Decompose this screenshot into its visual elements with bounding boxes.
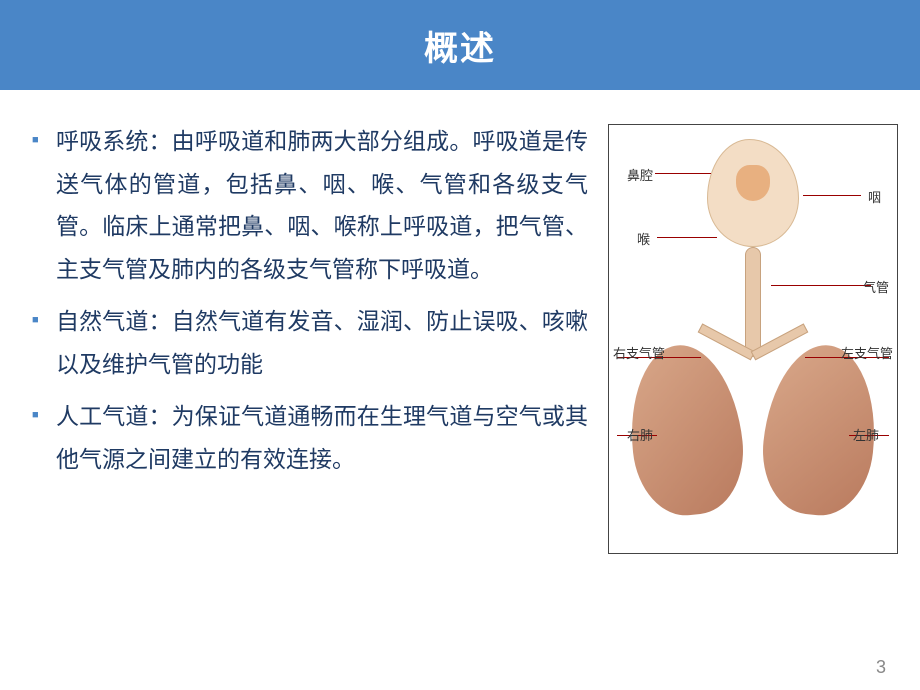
- image-column: 鼻腔 咽 喉 气管 右支气管 左支气管 右肺 左肺: [606, 120, 900, 554]
- trachea-shape: [745, 247, 761, 357]
- slide-title: 概述: [424, 21, 496, 70]
- bullet-item: 人工气道：为保证气道通畅而在生理气道与空气或其他气源之间建立的有效连接。: [28, 395, 588, 480]
- nasal-shape: [736, 165, 770, 201]
- respiratory-diagram: 鼻腔 咽 喉 气管 右支气管 左支气管 右肺 左肺: [608, 124, 898, 554]
- lead-line: [657, 237, 717, 238]
- lead-line: [771, 285, 871, 286]
- lead-line: [655, 173, 711, 174]
- label-pharynx: 咽: [868, 187, 881, 206]
- label-right-bronchus: 右支气管: [613, 343, 665, 362]
- label-right-lung: 右肺: [627, 425, 653, 444]
- bullet-list: 呼吸系统：由呼吸道和肺两大部分组成。呼吸道是传送气体的管道，包括鼻、咽、喉、气管…: [28, 120, 588, 480]
- label-larynx: 喉: [637, 229, 650, 248]
- label-trachea: 气管: [863, 277, 889, 296]
- label-left-bronchus: 左支气管: [841, 343, 893, 362]
- page-number: 3: [876, 657, 886, 678]
- label-nasal: 鼻腔: [627, 165, 653, 184]
- lead-line: [803, 195, 861, 196]
- text-column: 呼吸系统：由呼吸道和肺两大部分组成。呼吸道是传送气体的管道，包括鼻、咽、喉、气管…: [28, 120, 588, 554]
- label-left-lung: 左肺: [853, 425, 879, 444]
- bullet-item: 呼吸系统：由呼吸道和肺两大部分组成。呼吸道是传送气体的管道，包括鼻、咽、喉、气管…: [28, 120, 588, 290]
- bullet-item: 自然气道：自然气道有发音、湿润、防止误吸、咳嗽以及维护气管的功能: [28, 300, 588, 385]
- slide-header: 概述: [0, 0, 920, 90]
- slide-body: 呼吸系统：由呼吸道和肺两大部分组成。呼吸道是传送气体的管道，包括鼻、咽、喉、气管…: [0, 90, 920, 554]
